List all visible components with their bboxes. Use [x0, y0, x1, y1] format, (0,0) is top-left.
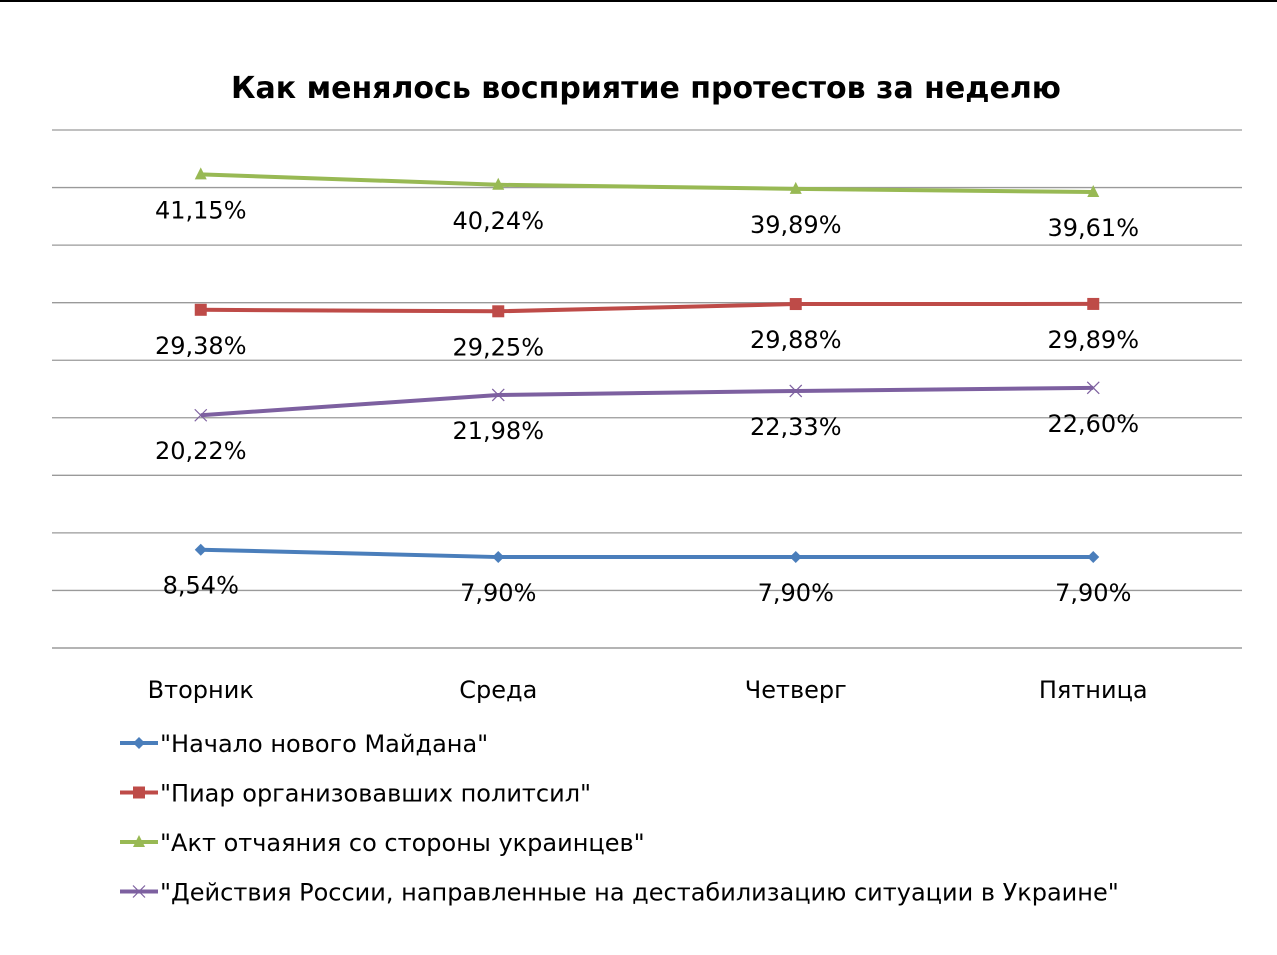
- diamond-marker: [492, 551, 505, 564]
- x-marker: [491, 388, 505, 402]
- series-2: 41,15% 40,24% 39,89% 39,61%: [155, 167, 1139, 242]
- top-border: [0, 0, 1277, 2]
- data-label: 7,90%: [460, 579, 536, 607]
- square-marker: [789, 298, 802, 311]
- chart-title: Как менялось восприятие протестов за нед…: [231, 71, 1061, 106]
- diamond-marker: [1087, 551, 1100, 564]
- data-label: 21,98%: [452, 417, 544, 445]
- x-marker: [1086, 381, 1100, 395]
- triangle-marker: [1087, 185, 1100, 198]
- data-label: 29,89%: [1047, 326, 1139, 354]
- legend-item: "Начало нового Майдана": [120, 730, 488, 758]
- data-label: 29,38%: [155, 332, 247, 360]
- data-label: 7,90%: [1055, 579, 1131, 607]
- triangle-marker: [194, 167, 207, 180]
- legend-item: "Пиар организовавших политсил": [120, 780, 591, 808]
- x-marker-stroke: [789, 384, 803, 398]
- x-marker: [132, 885, 146, 898]
- data-label: 41,15%: [155, 196, 247, 224]
- x-marker: [194, 408, 208, 422]
- data-label: 39,61%: [1047, 214, 1139, 242]
- data-label: 22,33%: [750, 413, 842, 441]
- x-marker-stroke: [491, 388, 505, 402]
- legend-label: "Пиар организовавших политсил": [160, 780, 591, 808]
- x-tick-label: Среда: [459, 676, 537, 704]
- x-marker-stroke: [132, 885, 146, 898]
- series-3: 20,22% 21,98% 22,33% 22,60%: [155, 381, 1139, 465]
- triangle-marker: [492, 177, 505, 190]
- square-marker: [492, 305, 505, 318]
- diamond-marker: [789, 551, 802, 564]
- x-tick-label: Четверг: [745, 676, 847, 704]
- legend-item: "Действия России, направленные на дестаб…: [120, 879, 1119, 907]
- data-label: 8,54%: [163, 572, 239, 600]
- data-label: 29,88%: [750, 326, 842, 354]
- x-marker: [789, 384, 803, 398]
- series-1: 29,38% 29,25% 29,88% 29,89%: [155, 297, 1139, 361]
- series-0: 8,54% 7,90% 7,90% 7,90%: [163, 543, 1131, 607]
- series-line: [200, 385, 1094, 418]
- data-label: 39,89%: [750, 211, 842, 239]
- diamond-marker: [133, 737, 145, 749]
- legend-item: "Акт отчаяния со стороны украинцев": [120, 829, 645, 857]
- data-label: 7,90%: [758, 579, 834, 607]
- x-marker-stroke: [1086, 381, 1100, 395]
- x-marker-stroke: [194, 408, 208, 422]
- legend-label: "Действия России, направленные на дестаб…: [160, 879, 1119, 907]
- legend-label: "Начало нового Майдана": [160, 730, 488, 758]
- diamond-marker: [194, 543, 207, 556]
- data-label: 40,24%: [452, 207, 544, 235]
- square-marker: [133, 786, 145, 799]
- series-line: [200, 301, 1094, 314]
- legend-label: "Акт отчаяния со стороны украинцев": [160, 829, 645, 857]
- x-tick-label: Вторник: [148, 676, 254, 704]
- data-label: 22,60%: [1047, 410, 1139, 438]
- x-tick-label: Пятница: [1039, 676, 1148, 704]
- triangle-marker: [133, 835, 145, 847]
- square-marker: [1087, 297, 1100, 310]
- triangle-marker: [789, 181, 802, 194]
- data-label: 29,25%: [452, 333, 544, 361]
- square-marker: [194, 303, 207, 316]
- series-line: [200, 547, 1094, 560]
- series-line: [200, 172, 1094, 195]
- data-label: 20,22%: [155, 437, 247, 465]
